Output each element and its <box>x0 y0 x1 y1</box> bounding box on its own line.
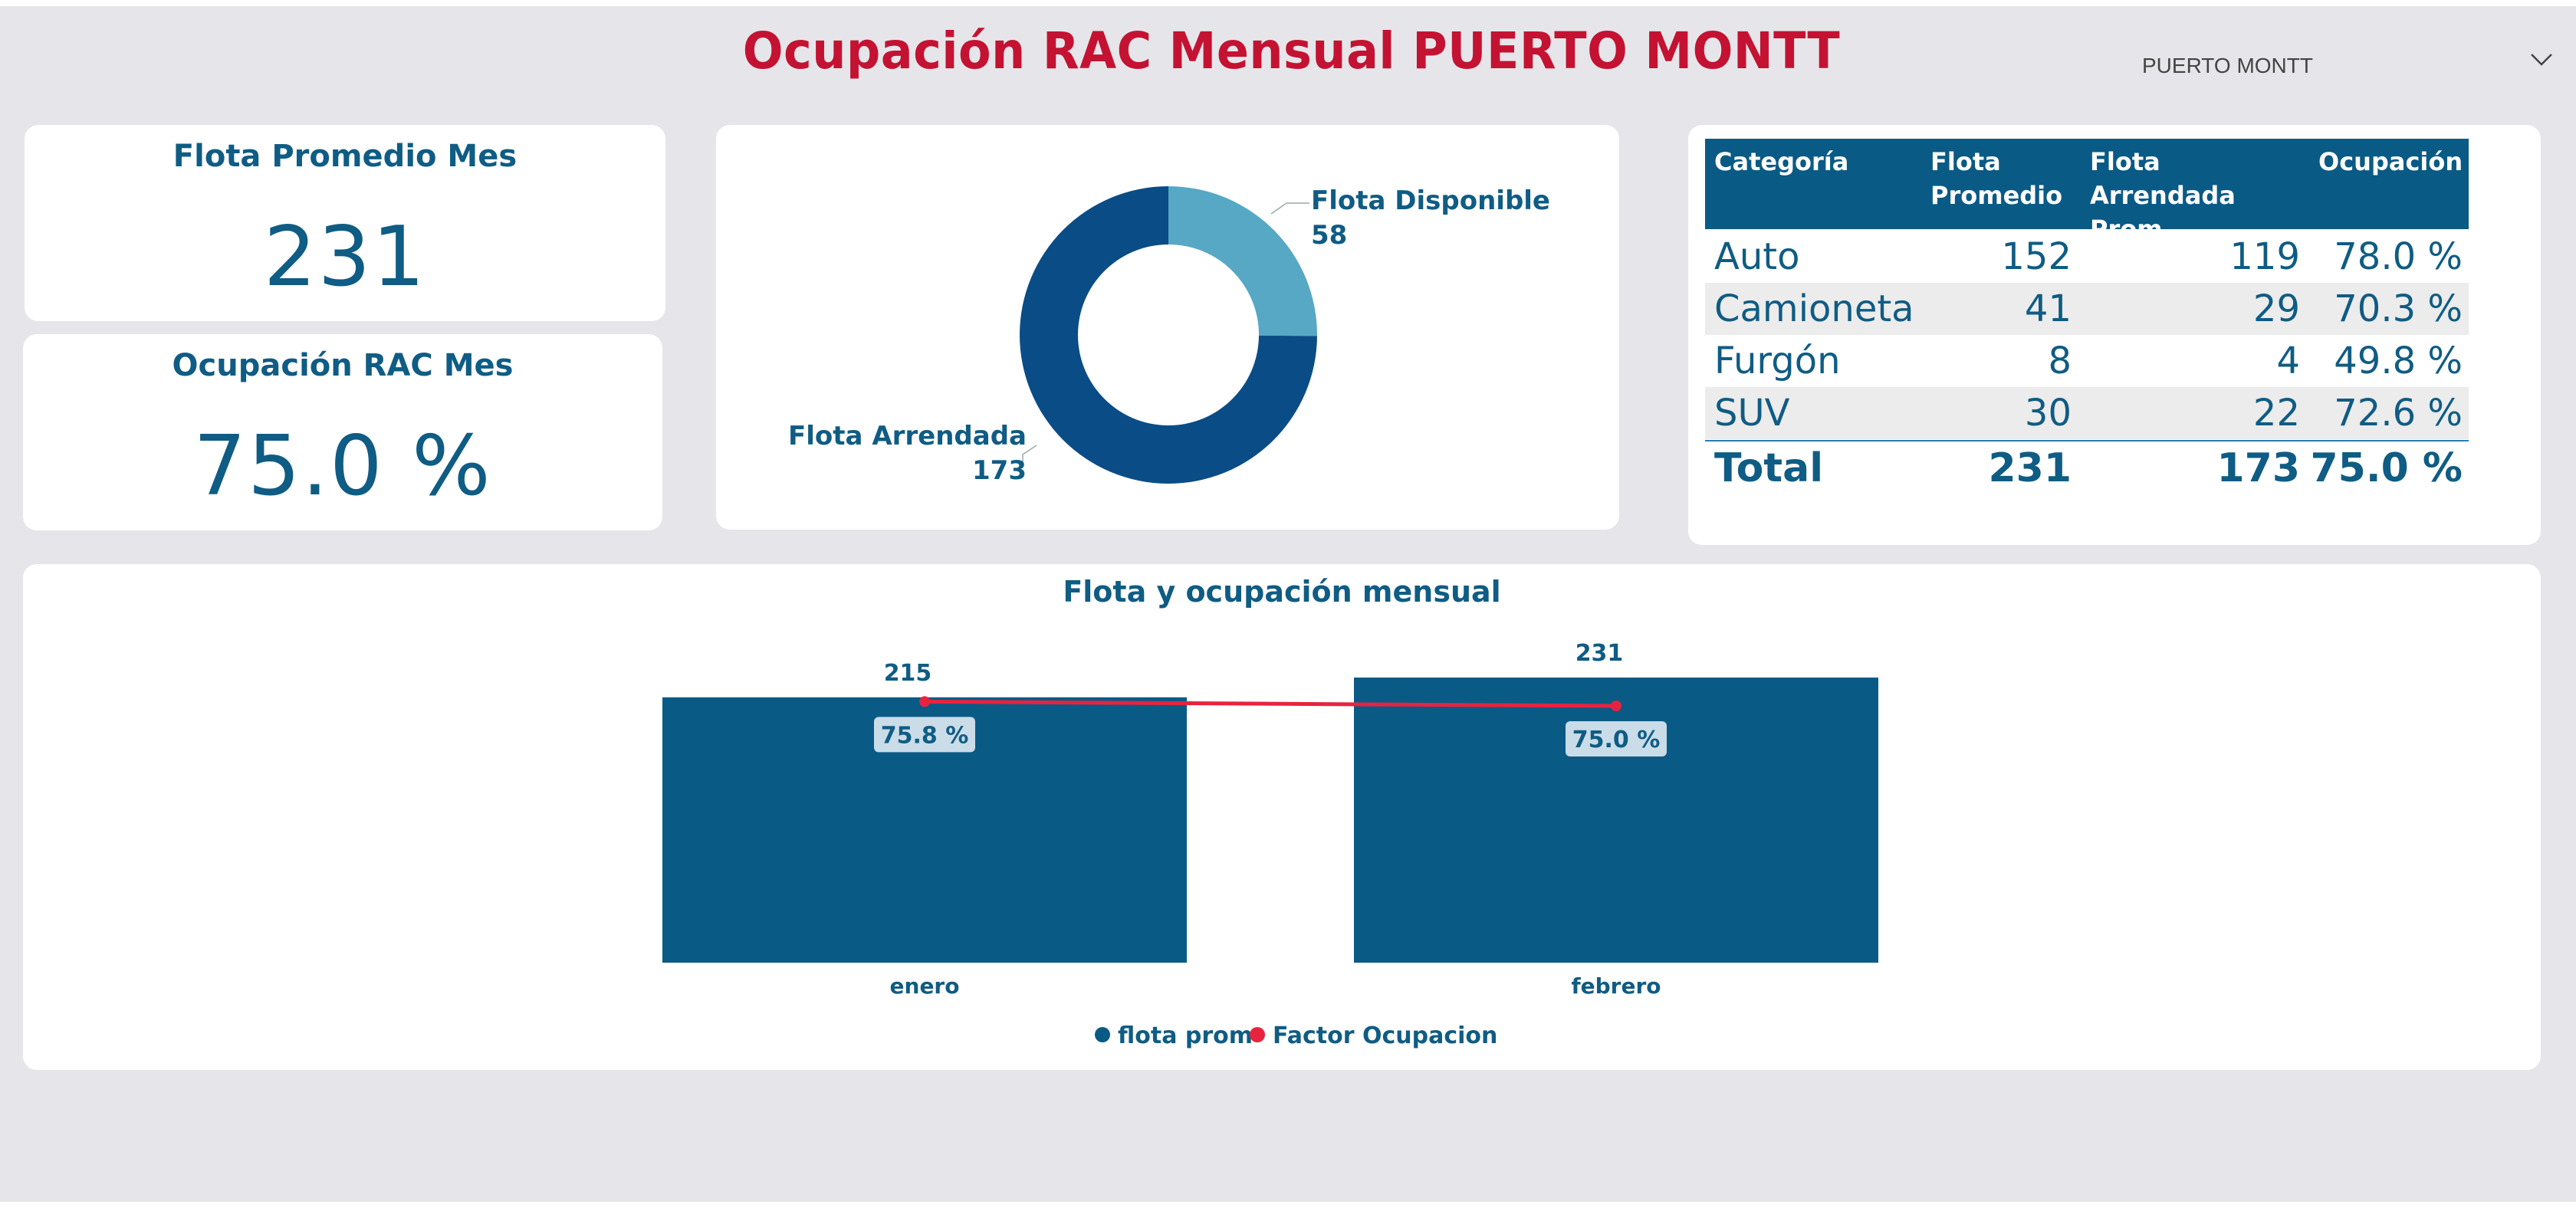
table-row[interactable]: Furgón 8 4 49.8 % <box>1705 335 2469 387</box>
legend-marker <box>1095 1027 1110 1042</box>
header-ocupacion[interactable]: Ocupación <box>2318 147 2463 176</box>
header-flota-arrendada[interactable]: Flota Arrendada Prom <box>2090 147 2236 244</box>
line-label-box <box>874 717 975 753</box>
page-title: Ocupación RAC Mensual PUERTO MONTT <box>742 21 1841 80</box>
monthly-chart-card[interactable]: Flota y ocupación mensual 215 enero 231 feb… <box>23 564 2541 1070</box>
table-header: Categoría Flota Promedio Flota Arrendada… <box>1705 139 2469 244</box>
cell-categoria: Camioneta <box>1714 287 1914 330</box>
cell-categoria: Furgón <box>1714 340 1841 382</box>
line-value-label: 75.0 % <box>1572 727 1661 753</box>
slicer-value: PUERTO MONTT <box>2142 54 2313 77</box>
cell-flota-promedio: 8 <box>2048 340 2072 382</box>
cell-flota-promedio: 41 <box>2024 287 2072 330</box>
donut-card[interactable]: Flota Disponible 58 Flota Arrendada 173 <box>716 125 1619 530</box>
line-point[interactable] <box>919 696 930 707</box>
cell-ocupacion: 72.6 % <box>2334 392 2463 435</box>
table-total-row: Total 231 173 75.0 % <box>1705 442 2469 494</box>
total-flota-arrendada: 173 <box>2216 445 2300 491</box>
kpi-card-ocupacion[interactable]: Ocupación RAC Mes 75.0 % <box>23 334 662 530</box>
donut-label-disponible-value: 58 <box>1311 220 1347 251</box>
header-categoria[interactable]: Categoría <box>1714 147 1849 176</box>
line-factor-ocupacion[interactable] <box>924 699 1617 708</box>
donut-slice-disponible[interactable] <box>1168 186 1317 336</box>
line-value-label: 75.8 % <box>881 722 969 749</box>
header-flota-promedio[interactable]: Flota Promedio <box>1930 147 2063 210</box>
table-row[interactable]: SUV 30 22 72.6 % <box>1705 387 2469 439</box>
bar-value-label: 231 <box>1576 640 1624 667</box>
monthly-combo-chart[interactable]: 215 enero 231 febrero 75.8 % 75.0 % flota pro… <box>23 564 2541 1070</box>
cell-flota-arrendada: 29 <box>2252 287 2300 330</box>
legend-marker <box>1250 1027 1265 1042</box>
bar-febrero[interactable] <box>1354 678 1878 963</box>
line-label-box <box>1566 721 1667 756</box>
kpi-ocupacion-label: Ocupación RAC Mes <box>172 348 514 383</box>
dashboard-canvas: Ocupación RAC Mensual PUERTO MONTT PUERT… <box>0 6 2576 1202</box>
donut-label-disponible-name: Flota Disponible <box>1311 185 1550 216</box>
kpi-flota-value: 231 <box>263 209 427 305</box>
legend-item[interactable]: flota prom <box>1118 1022 1253 1049</box>
donut-chart[interactable]: Flota Disponible 58 Flota Arrendada 173 <box>716 125 1619 530</box>
city-slicer[interactable]: PUERTO MONTT <box>2131 37 2561 98</box>
leader-line-arrendada <box>1022 445 1037 462</box>
bar-value-label: 215 <box>884 660 932 687</box>
kpi-ocupacion-value: 75.0 % <box>193 418 492 514</box>
chart-title: Flota y ocupación mensual <box>1063 575 1501 609</box>
table-row[interactable]: Auto 152 119 78.0 % <box>1705 231 2469 283</box>
leader-line-disponible <box>1270 202 1309 215</box>
cell-ocupacion: 70.3 % <box>2334 287 2463 330</box>
legend-item[interactable]: Factor Ocupacion <box>1273 1022 1497 1049</box>
donut-slice-arrendada[interactable] <box>1020 186 1317 484</box>
cell-flota-arrendada: 4 <box>2276 340 2300 382</box>
kpi-flota-label: Flota Promedio Mes <box>172 139 518 174</box>
total-ocupacion: 75.0 % <box>2310 445 2463 491</box>
total-separator <box>1705 440 2469 441</box>
cell-flota-arrendada: 119 <box>2229 235 2300 278</box>
table-row[interactable]: Camioneta 41 29 70.3 % <box>1705 283 2469 335</box>
x-tick-label: enero <box>890 973 960 999</box>
cell-flota-promedio: 152 <box>2001 235 2072 278</box>
donut-label-arrendada-name: Flota Arrendada <box>788 421 1027 451</box>
donut-label-arrendada-value: 173 <box>972 455 1027 486</box>
cell-ocupacion: 49.8 % <box>2334 340 2463 382</box>
kpi-card-flota[interactable]: Flota Promedio Mes 231 <box>25 125 665 321</box>
cell-categoria: SUV <box>1714 392 1790 435</box>
line-point[interactable] <box>1611 701 1622 711</box>
x-tick-label: febrero <box>1571 973 1661 999</box>
total-flota-promedio: 231 <box>1988 445 2072 491</box>
cell-flota-arrendada: 22 <box>2252 392 2300 435</box>
cell-flota-promedio: 30 <box>2024 392 2072 435</box>
cell-ocupacion: 78.0 % <box>2334 235 2463 278</box>
total-label: Total <box>1714 445 1824 491</box>
category-table-card[interactable]: Categoría Flota Promedio Flota Arrendada… <box>1688 125 2541 545</box>
cell-categoria: Auto <box>1714 235 1800 278</box>
chevron-down-icon[interactable] <box>2528 46 2555 72</box>
